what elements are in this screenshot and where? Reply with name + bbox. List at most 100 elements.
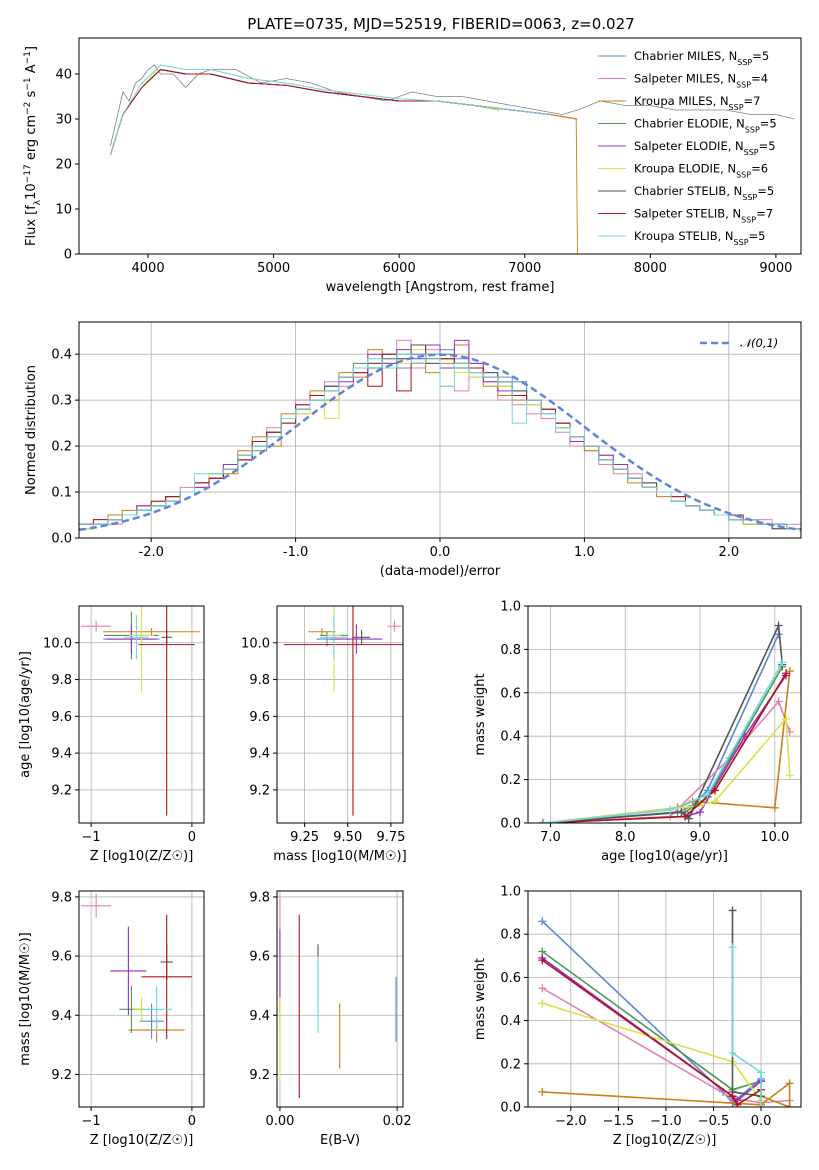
y-tick-label: 9.8 <box>249 673 270 688</box>
y-tick-label: 1.0 <box>500 600 521 615</box>
figure-title: PLATE=0735, MJD=52519, FIBERID=0063, z=0… <box>247 15 634 33</box>
y-tick-label: 10.0 <box>43 636 72 651</box>
y-tick-label: 10.0 <box>241 636 270 651</box>
plot-area <box>81 606 200 816</box>
x-tick-label: 2.0 <box>718 545 739 560</box>
legend-label: Chabrier ELODIE, NSSP=5 <box>634 117 777 135</box>
y-tick-label: 20 <box>55 158 72 173</box>
chart-mass-vs-ebv: 0.00 0.02 9.2 9.4 9.6 9.8 E(B-V) <box>249 890 411 1148</box>
y-axis-label: Flux [fλ10−17 erg cm−2 s−1 A−1] <box>23 46 43 246</box>
weight-marker <box>728 1092 737 1101</box>
weight-marker <box>728 1049 737 1057</box>
axes-frame <box>78 890 205 1108</box>
legend-label: Chabrier STELIB, NSSP=5 <box>634 184 774 202</box>
chart-age-vs-Z: −1 0 9.2 9.4 9.6 9.8 10.0 Z [log10(Z/Z☉)] age [l… <box>18 605 205 864</box>
x-tick-label: 0.0 <box>751 1114 772 1129</box>
weight-line <box>542 672 787 823</box>
y-tick-label: 0.4 <box>500 730 521 745</box>
legend-label: 𝒩(0,1) <box>740 336 778 350</box>
x-tick-label: 9.25 <box>290 830 319 845</box>
x-tick-label: -2.0 <box>139 545 164 560</box>
legend-label: Salpeter ELODIE, NSSP=5 <box>634 139 776 157</box>
x-tick-label: 8.0 <box>615 830 636 845</box>
weight-marker <box>733 1100 742 1107</box>
x-tick-label: 10.0 <box>760 830 789 845</box>
y-tick-label: 0.8 <box>500 928 521 943</box>
weight-marker <box>703 790 712 799</box>
weight-line <box>731 947 762 1107</box>
x-tick-label: 7.0 <box>540 830 561 845</box>
y-tick-label: 0.2 <box>500 773 521 788</box>
x-tick-label: 0.0 <box>430 545 451 560</box>
weight-marker <box>782 669 791 678</box>
x-tick-label: 0.00 <box>265 1114 294 1129</box>
legend-label: Salpeter STELIB, NSSP=7 <box>634 207 773 225</box>
axes-frame <box>78 605 205 824</box>
y-tick-label: 0 <box>64 248 72 263</box>
y-tick-label: 0.8 <box>500 643 521 658</box>
weight-marker <box>757 1068 766 1077</box>
weight-marker <box>538 984 547 993</box>
y-tick-label: 0.1 <box>51 486 72 501</box>
weight-marker <box>710 797 719 806</box>
x-tick-label: −0.5 <box>698 1114 730 1129</box>
plot-area <box>538 906 794 1107</box>
y-tick-label: 9.8 <box>249 890 270 905</box>
y-tick-label: 0.6 <box>500 971 521 986</box>
x-axis-label: Z [log10(Z/Z☉)] <box>90 849 194 864</box>
x-tick-label: −1 <box>82 830 101 845</box>
x-tick-label: 5000 <box>257 261 290 276</box>
y-tick-label: 0.6 <box>500 686 521 701</box>
weight-marker <box>757 1103 766 1107</box>
y-axis-label: mass weight <box>473 958 488 1040</box>
x-tick-label: 9.50 <box>333 830 362 845</box>
x-tick-label: 0.02 <box>383 1114 412 1129</box>
legend-label: Kroupa STELIB, NSSP=5 <box>634 229 765 247</box>
y-tick-label: 0.0 <box>500 817 521 832</box>
y-tick-label: 9.8 <box>51 890 72 905</box>
y-tick-label: 40 <box>55 68 72 83</box>
axes-frame <box>276 890 404 1108</box>
chart-age-vs-mass: 9.25 9.50 9.75 9.2 9.4 9.6 9.8 10.0 mass [log10(… <box>241 605 407 864</box>
y-axis-label: age [log10(age/yr)] <box>18 651 33 778</box>
weight-marker <box>728 943 737 952</box>
weight-line <box>541 957 762 1102</box>
plot-area <box>81 893 192 1042</box>
x-tick-label: 7000 <box>508 261 541 276</box>
weight-marker <box>782 714 791 723</box>
weight-marker <box>774 697 783 706</box>
x-tick-label: -1.0 <box>283 545 308 560</box>
y-tick-label: 9.4 <box>249 1009 270 1024</box>
plot-area <box>538 621 794 823</box>
y-axis-label: mass [log10(M/M☉)] <box>18 932 33 1065</box>
x-axis-label: (data-model)/error <box>380 564 501 579</box>
weight-marker <box>770 803 779 812</box>
plot-area <box>279 896 397 1099</box>
y-tick-label: 9.6 <box>249 710 270 725</box>
y-tick-label: 9.4 <box>51 747 72 762</box>
y-tick-label: 0.4 <box>500 1014 521 1029</box>
y-tick-label: 0.2 <box>500 1057 521 1072</box>
x-axis-label: Z [log10(Z/Z☉)] <box>613 1133 717 1148</box>
weight-line <box>542 662 783 823</box>
chart-mass-vs-Z: −1 0 9.2 9.4 9.6 9.8 Z [log10(Z/Z☉)] mass [log1… <box>18 890 205 1148</box>
x-tick-label: −2.0 <box>555 1114 587 1129</box>
y-tick-label: 30 <box>55 113 72 128</box>
x-tick-label: 9.0 <box>690 830 711 845</box>
weight-marker <box>681 812 690 821</box>
x-tick-label: −1.0 <box>650 1114 682 1129</box>
x-axis-label: mass [log10(M/M☉)] <box>273 849 406 864</box>
y-tick-label: 0.0 <box>500 1101 521 1116</box>
y-axis-label: mass weight <box>473 673 488 755</box>
x-tick-label: 9.75 <box>376 830 405 845</box>
x-tick-label: −1 <box>82 1114 101 1129</box>
x-tick-label: 0 <box>188 1114 196 1129</box>
residual-histogram <box>79 353 801 530</box>
y-tick-label: 9.6 <box>51 950 72 965</box>
plot-area <box>79 339 801 532</box>
x-tick-label: 1.0 <box>574 545 595 560</box>
x-tick-label: 8000 <box>634 261 667 276</box>
y-tick-label: 9.2 <box>51 783 72 798</box>
chart-weight-vs-Z: −2.0 −1.5 −1.0 −0.5 0.0 0.0 0.2 0.4 0.6 0.8 1.0 Z [… <box>473 885 802 1148</box>
